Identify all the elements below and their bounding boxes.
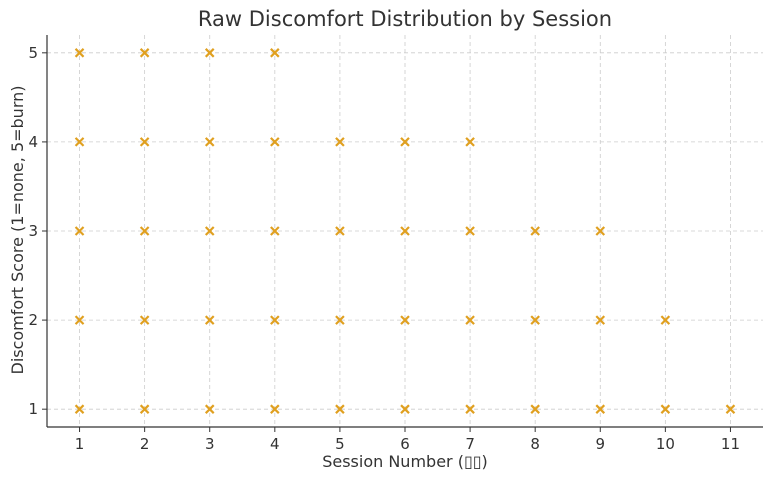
- y-tick-label: 1: [28, 400, 38, 418]
- y-tick-label: 5: [28, 44, 38, 62]
- x-ticks: 1 2 3 4 5 6 7 8 9 10 11: [75, 427, 740, 453]
- data-point: [139, 48, 150, 58]
- x-tick-label: 6: [400, 435, 410, 453]
- data-point: [400, 226, 410, 236]
- x-tick-label: 3: [205, 435, 215, 453]
- data-point: [595, 226, 606, 236]
- data-point: [139, 404, 150, 414]
- x-tick-label: 7: [465, 435, 475, 453]
- data-point: [660, 404, 671, 414]
- data-point: [270, 315, 280, 325]
- x-tick-label: 1: [75, 435, 85, 453]
- data-point: [270, 48, 280, 58]
- data-point: [139, 315, 150, 325]
- data-point: [465, 137, 475, 147]
- data-point: [530, 315, 540, 325]
- x-tick-label: 11: [721, 435, 740, 453]
- data-point: [465, 315, 475, 325]
- data-point: [139, 226, 150, 236]
- data-point: [204, 315, 215, 325]
- data-point: [335, 315, 345, 325]
- data-point: [204, 137, 215, 147]
- data-point: [204, 226, 215, 236]
- x-axis-label: Session Number (▯▯): [322, 452, 488, 471]
- x-tick-label: 9: [595, 435, 605, 453]
- data-point: [204, 404, 215, 414]
- data-point: [465, 226, 475, 236]
- data-point: [335, 137, 345, 147]
- data-point: [660, 315, 671, 325]
- data-point: [400, 404, 410, 414]
- data-point: [270, 404, 280, 414]
- data-point: [74, 404, 85, 414]
- x-tick-label: 2: [140, 435, 150, 453]
- data-point: [204, 48, 215, 58]
- data-point: [139, 137, 150, 147]
- data-point: [530, 226, 540, 236]
- data-point: [74, 48, 85, 58]
- data-point: [335, 404, 345, 414]
- y-ticks: 1 2 3 4 5: [28, 44, 47, 418]
- x-tick-label: 8: [530, 435, 540, 453]
- data-point: [465, 404, 475, 414]
- y-tick-label: 2: [28, 311, 38, 329]
- data-point: [74, 137, 85, 147]
- data-point: [595, 315, 606, 325]
- data-point: [74, 315, 85, 325]
- data-point: [74, 226, 85, 236]
- data-point: [270, 137, 280, 147]
- x-tick-label: 4: [270, 435, 280, 453]
- data-point: [400, 137, 410, 147]
- data-point: [530, 404, 540, 414]
- y-tick-label: 3: [28, 222, 38, 240]
- x-tick-label: 5: [335, 435, 345, 453]
- chart-title: Raw Discomfort Distribution by Session: [198, 7, 612, 31]
- data-point: [595, 404, 606, 414]
- data-point: [270, 226, 280, 236]
- y-tick-label: 4: [28, 133, 38, 151]
- data-points: [74, 48, 736, 414]
- data-point: [335, 226, 345, 236]
- data-point: [725, 404, 736, 414]
- y-axis-label: Discomfort Score (1=none, 5=burn): [8, 85, 27, 374]
- x-tick-label: 10: [656, 435, 675, 453]
- data-point: [400, 315, 410, 325]
